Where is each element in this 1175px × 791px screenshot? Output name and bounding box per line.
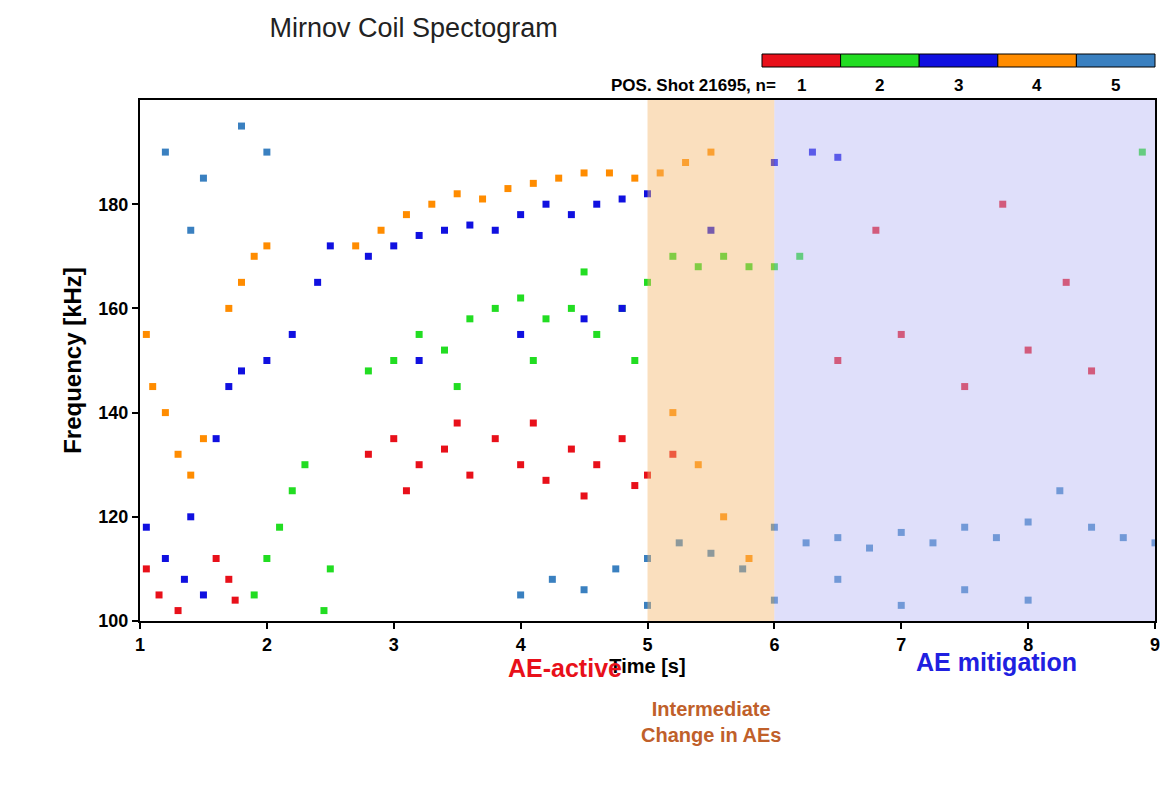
- svg-text:AE-active: AE-active: [508, 654, 622, 682]
- svg-text:2: 2: [875, 76, 884, 95]
- svg-text:Frequency [kHz]: Frequency [kHz]: [59, 267, 86, 454]
- svg-text:2: 2: [262, 635, 272, 655]
- svg-text:5: 5: [642, 635, 652, 655]
- svg-text:120: 120: [98, 507, 128, 527]
- svg-text:Mirnov Coil Spectogram: Mirnov Coil Spectogram: [270, 13, 558, 43]
- svg-text:Time [s]: Time [s]: [609, 655, 685, 677]
- svg-text:1: 1: [135, 635, 145, 655]
- svg-text:1: 1: [797, 76, 806, 95]
- svg-text:100: 100: [98, 611, 128, 631]
- svg-text:POS. Shot 21695, n=: POS. Shot 21695, n=: [611, 76, 776, 95]
- svg-text:5: 5: [1111, 76, 1120, 95]
- svg-text:AE mitigation: AE mitigation: [916, 648, 1077, 676]
- svg-text:IntermediateChange in AEs: IntermediateChange in AEs: [641, 698, 781, 746]
- svg-text:7: 7: [896, 635, 906, 655]
- svg-text:8: 8: [1023, 635, 1033, 655]
- svg-text:3: 3: [389, 635, 399, 655]
- svg-text:9: 9: [1150, 635, 1160, 655]
- svg-text:140: 140: [98, 403, 128, 423]
- svg-text:160: 160: [98, 299, 128, 319]
- svg-text:4: 4: [516, 635, 526, 655]
- svg-text:6: 6: [769, 635, 779, 655]
- svg-text:3: 3: [954, 76, 963, 95]
- svg-text:4: 4: [1032, 76, 1042, 95]
- svg-text:180: 180: [98, 195, 128, 215]
